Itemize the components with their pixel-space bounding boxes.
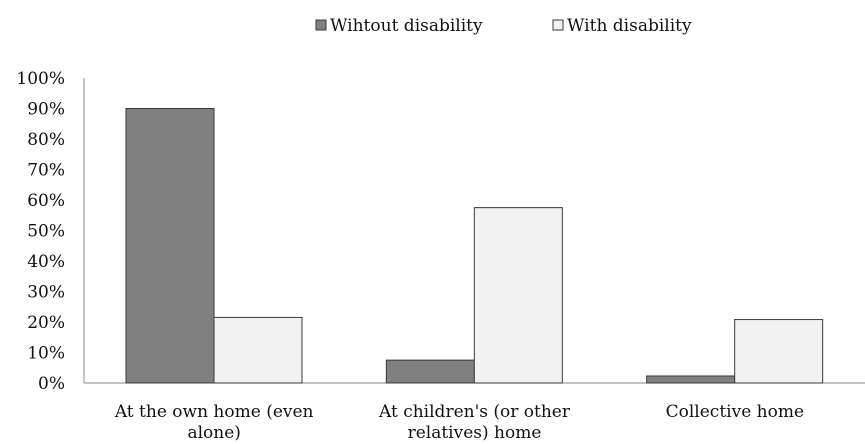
y-tick-label: 30% [27,283,65,303]
bar-without-disability [646,375,736,384]
x-tick-label: At the own home (even [114,402,314,422]
x-tick-label: alone) [187,423,240,443]
x-tick-label: relatives) home [408,423,542,443]
bar-without-disability [125,108,215,384]
legend-swatch [552,19,564,31]
bars [125,108,824,384]
y-tick-label: 60% [27,191,65,211]
y-axis: 0% 10% 20% 30% 40% 50% 60% 70% 80% 90% 100% [16,69,85,394]
legend-label: Wihtout disability [330,16,483,36]
y-tick-label: 20% [27,313,65,333]
bar-with-disability [473,207,563,384]
y-tick-label: 80% [27,130,65,150]
y-tick-label: 0% [38,374,65,394]
x-tick-label: Collective home [666,402,804,422]
y-tick-label: 40% [27,252,65,272]
y-tick-label: 100% [16,69,65,89]
y-tick-label: 10% [27,344,65,364]
y-tick-label: 50% [27,222,65,242]
legend-label: With disability [567,16,692,36]
legend: Wihtout disability With disability [315,16,692,36]
bar-with-disability [734,319,824,384]
bar-with-disability [213,316,303,384]
bar-without-disability [385,359,475,384]
y-tick-label: 70% [27,161,65,181]
legend-swatch [315,19,327,31]
y-tick-label: 90% [27,100,65,120]
x-tick-label: At children's (or other [378,402,571,422]
